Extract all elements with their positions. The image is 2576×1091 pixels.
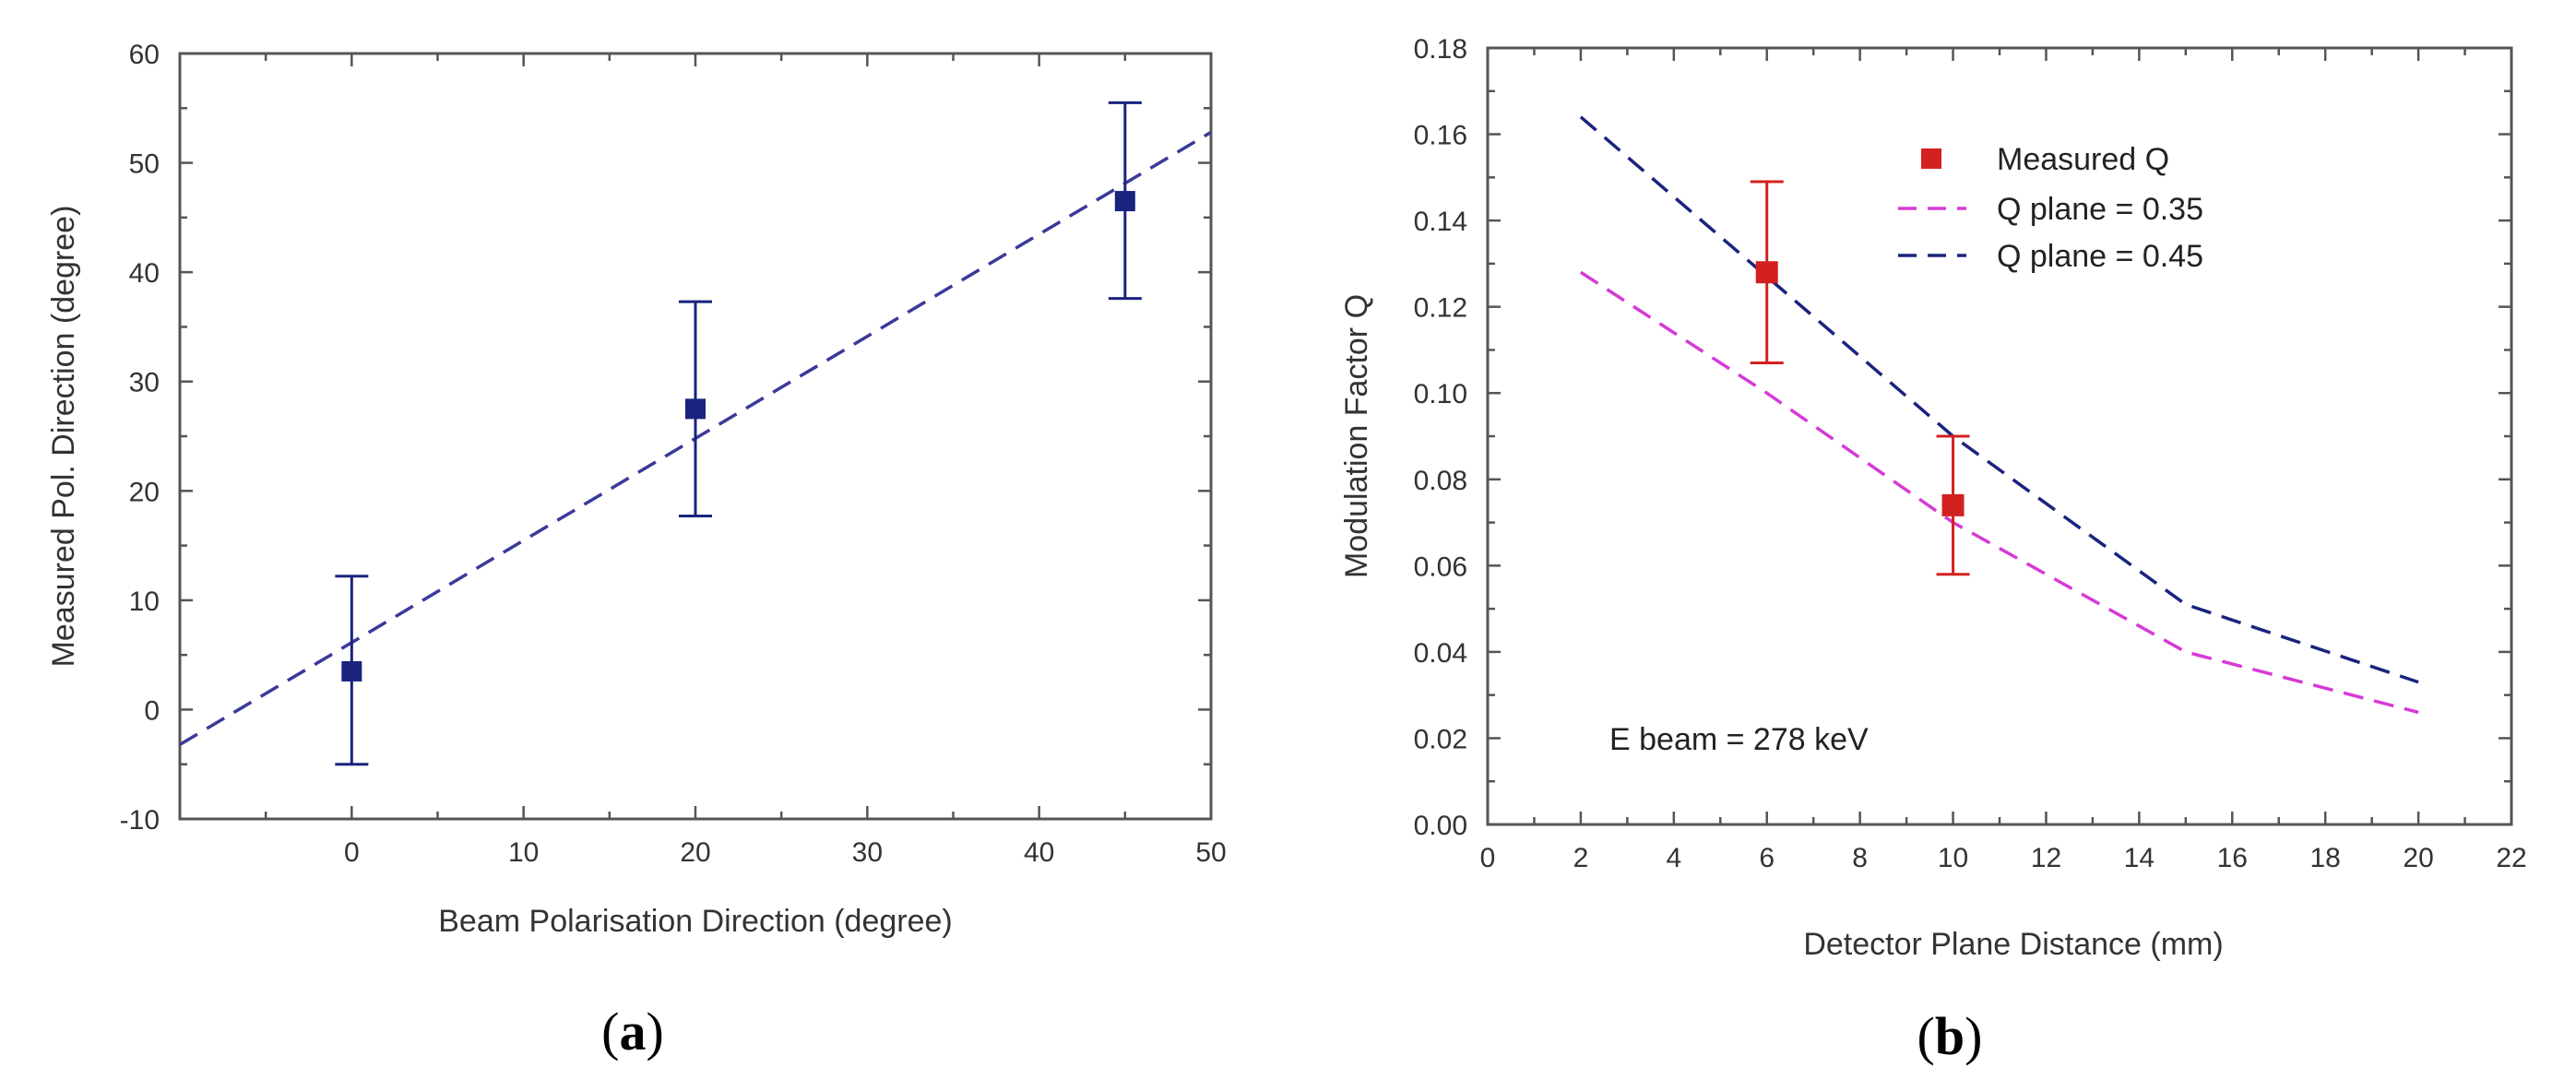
chart-b-xlabel: Detector Plane Distance (mm) (1803, 927, 2223, 962)
chart-b-legend: Measured Q Q plane = 0.35 Q plane = 0.45 (1898, 142, 2203, 274)
legend-label-q-045: Q plane = 0.45 (1997, 239, 2203, 274)
chart-b-tick-labels: 0 2 4 6 8 10 12 14 16 18 20 22 0.00 0.02 0.04 0.06 0.08 0… (1414, 34, 2527, 873)
chart-b-ticks (1486, 46, 2513, 826)
chart-a-points (335, 101, 1142, 766)
chart-b-xtick-label: 6 (1759, 843, 1775, 873)
chart-b-ytick-label: 0.14 (1414, 207, 1467, 237)
chart-b-ytick-label: 0.02 (1414, 724, 1467, 754)
chart-b-xtick-label: 2 (1573, 843, 1589, 873)
chart-b-xtick-label: 20 (2403, 843, 2433, 873)
chart-b-xtick-label: 14 (2124, 843, 2155, 873)
chart-b-ytick-label: 0.08 (1414, 466, 1467, 496)
chart-a-point-marker (685, 398, 706, 420)
chart-a-ticks (178, 52, 1213, 821)
chart-a: 0 10 20 30 40 50 -10 0 10 20 30 40 50 60 Beam Polaris… (46, 40, 1227, 1061)
chart-b-xtick-label: 16 (2217, 843, 2248, 873)
chart-a-tick-labels: 0 10 20 30 40 50 -10 0 10 20 30 40 50 60 (120, 40, 1227, 868)
chart-a-xtick-label: 20 (680, 837, 710, 868)
chart-a-ytick-label: -10 (120, 805, 160, 836)
chart-b-xtick-label: 0 (1480, 843, 1496, 873)
chart-a-ytick-label: 20 (129, 477, 160, 507)
chart-a-xtick-label: 50 (1195, 837, 1226, 868)
chart-b-xtick-label: 8 (1852, 843, 1868, 873)
chart-a-xlabel: Beam Polarisation Direction (degree) (438, 904, 952, 939)
chart-b-ytick-label: 0.16 (1414, 121, 1467, 151)
chart-a-ytick-label: 60 (129, 40, 160, 70)
chart-a-point-marker (1114, 191, 1135, 212)
chart-b-ylabel: Modulation Factor Q (1339, 294, 1374, 578)
chart-a-xtick-label: 40 (1024, 837, 1054, 868)
chart-b-series-line-1 (1579, 270, 2419, 715)
chart-b-ytick-label: 0.04 (1414, 638, 1467, 669)
chart-a-xtick-label: 0 (344, 837, 360, 868)
chart-b-ytick-label: 0.00 (1414, 811, 1467, 841)
legend-marker-measured-q (1921, 148, 1941, 169)
chart-a-ylabel: Measured Pol. Direction (degree) (46, 206, 81, 668)
chart-b-xtick-label: 4 (1666, 843, 1681, 873)
chart-b-points (1750, 180, 1970, 576)
chart-b-ytick-label: 0.10 (1414, 379, 1467, 409)
legend-label-measured-q: Measured Q (1997, 142, 2169, 177)
chart-b-xtick-label: 18 (2309, 843, 2340, 873)
chart-a-xtick-label: 30 (852, 837, 883, 868)
chart-a-ytick-label: 0 (144, 695, 160, 726)
chart-a-point-marker (341, 660, 362, 682)
chart-b-xtick-label: 12 (2031, 843, 2061, 873)
chart-b-ytick-label: 0.12 (1414, 293, 1467, 324)
chart-a-ytick-label: 10 (129, 587, 160, 617)
chart-a-ytick-label: 50 (129, 149, 160, 180)
chart-a-panel-label: (a) (601, 1002, 664, 1061)
chart-b-annotation: E beam = 278 keV (1609, 722, 1869, 757)
chart-b-panel-label: (b) (1917, 1006, 1983, 1066)
chart-b-point-marker (1941, 493, 1965, 516)
chart-b-ytick-label: 0.18 (1414, 34, 1467, 65)
chart-a-xtick-label: 10 (508, 837, 539, 868)
chart-b: 0 2 4 6 8 10 12 14 16 18 20 22 0.00 0.02 0.04 0.06 0.08 0… (1339, 34, 2527, 1066)
chart-b-xtick-label: 10 (1938, 843, 1968, 873)
chart-b-ytick-label: 0.06 (1414, 551, 1467, 582)
chart-b-point-marker (1755, 261, 1778, 284)
legend-label-q-035: Q plane = 0.35 (1997, 192, 2203, 227)
chart-b-xtick-label: 22 (2496, 843, 2526, 873)
chart-a-ytick-label: 40 (129, 258, 160, 289)
chart-a-ytick-label: 30 (129, 368, 160, 398)
